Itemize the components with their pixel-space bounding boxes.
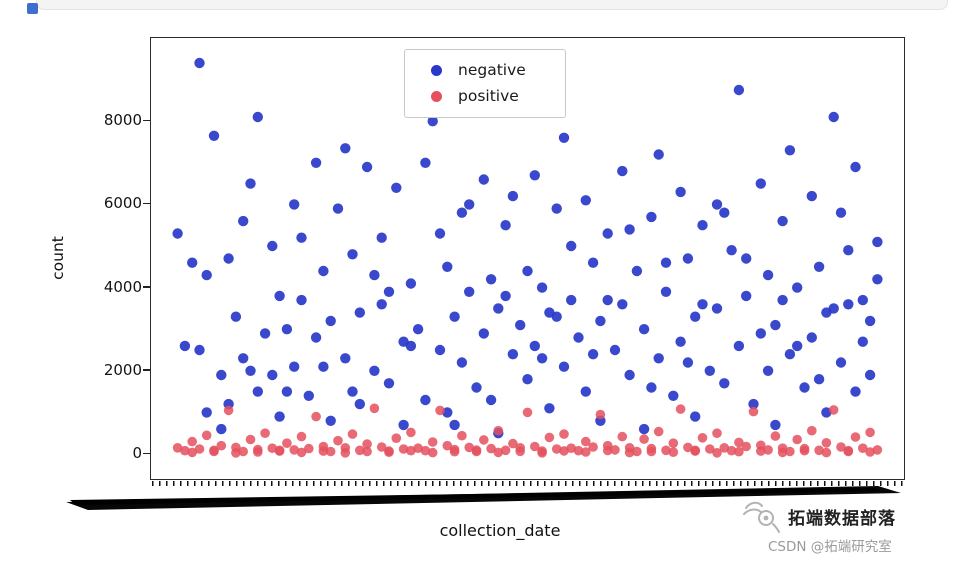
watermark: 拓端数据部落 CSDN @拓端研究室 xyxy=(740,498,940,555)
y-tick-label: 6000 xyxy=(103,194,142,213)
legend-item-positive: positive xyxy=(405,83,565,109)
y-tick-label: 8000 xyxy=(103,111,142,130)
y-axis-label: count xyxy=(49,236,67,280)
chart-legend: negative positive xyxy=(404,49,566,118)
x-axis-label: collection_date xyxy=(439,521,561,540)
y-tick-mark xyxy=(143,452,150,455)
legend-label-negative: negative xyxy=(458,61,526,79)
y-tick-mark xyxy=(143,369,150,371)
code-block-edge xyxy=(36,0,948,10)
legend-item-negative: negative xyxy=(405,57,565,83)
negative-marker-icon xyxy=(431,64,442,76)
y-tick-mark xyxy=(143,119,150,122)
csdn-credit: CSDN @拓端研究室 xyxy=(768,539,892,555)
y-tick-mark xyxy=(143,286,150,288)
legend-label-positive: positive xyxy=(458,87,519,105)
y-tick-label: 2000 xyxy=(103,360,142,379)
scatter-plot xyxy=(172,57,883,458)
y-tick-mark xyxy=(143,202,150,205)
x-axis-label-smear xyxy=(66,486,901,510)
y-tick-label: 4000 xyxy=(103,277,142,296)
x-axis-tick-marks xyxy=(152,481,903,486)
brand-name: 拓端数据部落 xyxy=(788,508,896,529)
positive-marker-icon xyxy=(431,90,442,102)
series-negative xyxy=(172,57,883,439)
y-tick-label: 0 xyxy=(132,444,142,463)
brand-logo-icon xyxy=(743,501,780,533)
series-positive xyxy=(172,403,883,458)
blue-chip-icon xyxy=(27,3,38,14)
